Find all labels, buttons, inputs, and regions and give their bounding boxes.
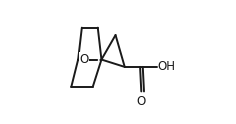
Text: OH: OH [158,60,176,73]
Text: O: O [80,53,89,66]
Text: O: O [137,95,146,108]
